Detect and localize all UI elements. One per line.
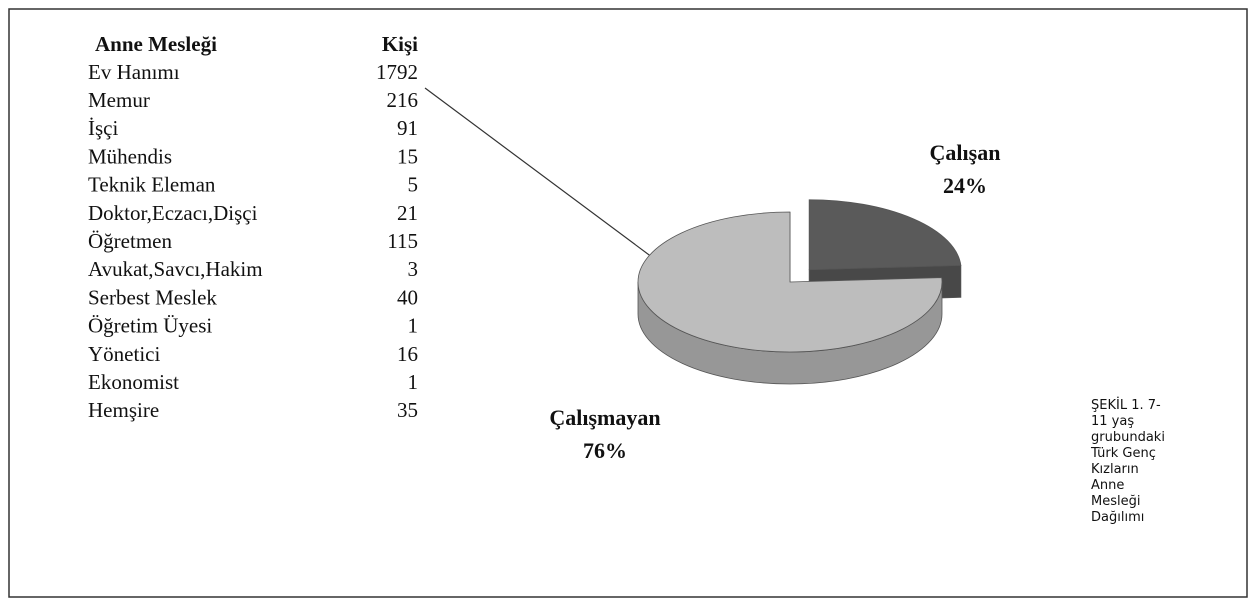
row-value: 5 bbox=[408, 173, 419, 197]
table-header: Kişi bbox=[382, 32, 418, 56]
row-label: İşçi bbox=[88, 116, 118, 140]
row-label: Doktor,Eczacı,Dişçi bbox=[88, 201, 258, 225]
row-value: 35 bbox=[397, 398, 418, 422]
row-label: Öğretim Üyesi bbox=[88, 314, 212, 338]
pie-slice bbox=[808, 199, 962, 271]
row-value: 40 bbox=[397, 285, 418, 309]
row-label: Avukat,Savcı,Hakim bbox=[88, 257, 263, 281]
row-label: Öğretmen bbox=[88, 229, 172, 253]
row-value: 3 bbox=[408, 257, 419, 281]
row-value: 1 bbox=[408, 314, 419, 338]
slice-name: Çalışmayan bbox=[549, 405, 660, 430]
row-value: 216 bbox=[387, 88, 419, 112]
table-header: Anne Mesleği bbox=[95, 32, 217, 56]
row-label: Serbest Meslek bbox=[88, 285, 217, 309]
row-label: Ev Hanımı bbox=[88, 60, 180, 84]
pie-slice bbox=[637, 211, 943, 353]
row-value: 21 bbox=[397, 201, 418, 225]
arrow-line bbox=[424, 87, 673, 273]
row-label: Memur bbox=[88, 88, 150, 112]
slice-value: 76% bbox=[583, 438, 627, 463]
row-value: 15 bbox=[397, 144, 418, 168]
slice-name: Çalışan bbox=[930, 140, 1001, 165]
row-value: 1792 bbox=[376, 60, 418, 84]
slice-value: 24% bbox=[943, 173, 987, 198]
row-label: Mühendis bbox=[88, 144, 172, 168]
row-label: Yönetici bbox=[88, 342, 160, 366]
row-value: 115 bbox=[387, 229, 418, 253]
row-value: 1 bbox=[408, 370, 419, 394]
frame bbox=[8, 8, 1248, 598]
row-value: 16 bbox=[397, 342, 418, 366]
row-label: Ekonomist bbox=[88, 370, 179, 394]
row-label: Teknik Eleman bbox=[88, 173, 216, 197]
caption: ŞEKİL 1. 7-11 yaş grubundaki Türk Genç K… bbox=[1091, 398, 1165, 525]
row-value: 91 bbox=[397, 116, 418, 140]
row-label: Hemşire bbox=[88, 398, 159, 422]
